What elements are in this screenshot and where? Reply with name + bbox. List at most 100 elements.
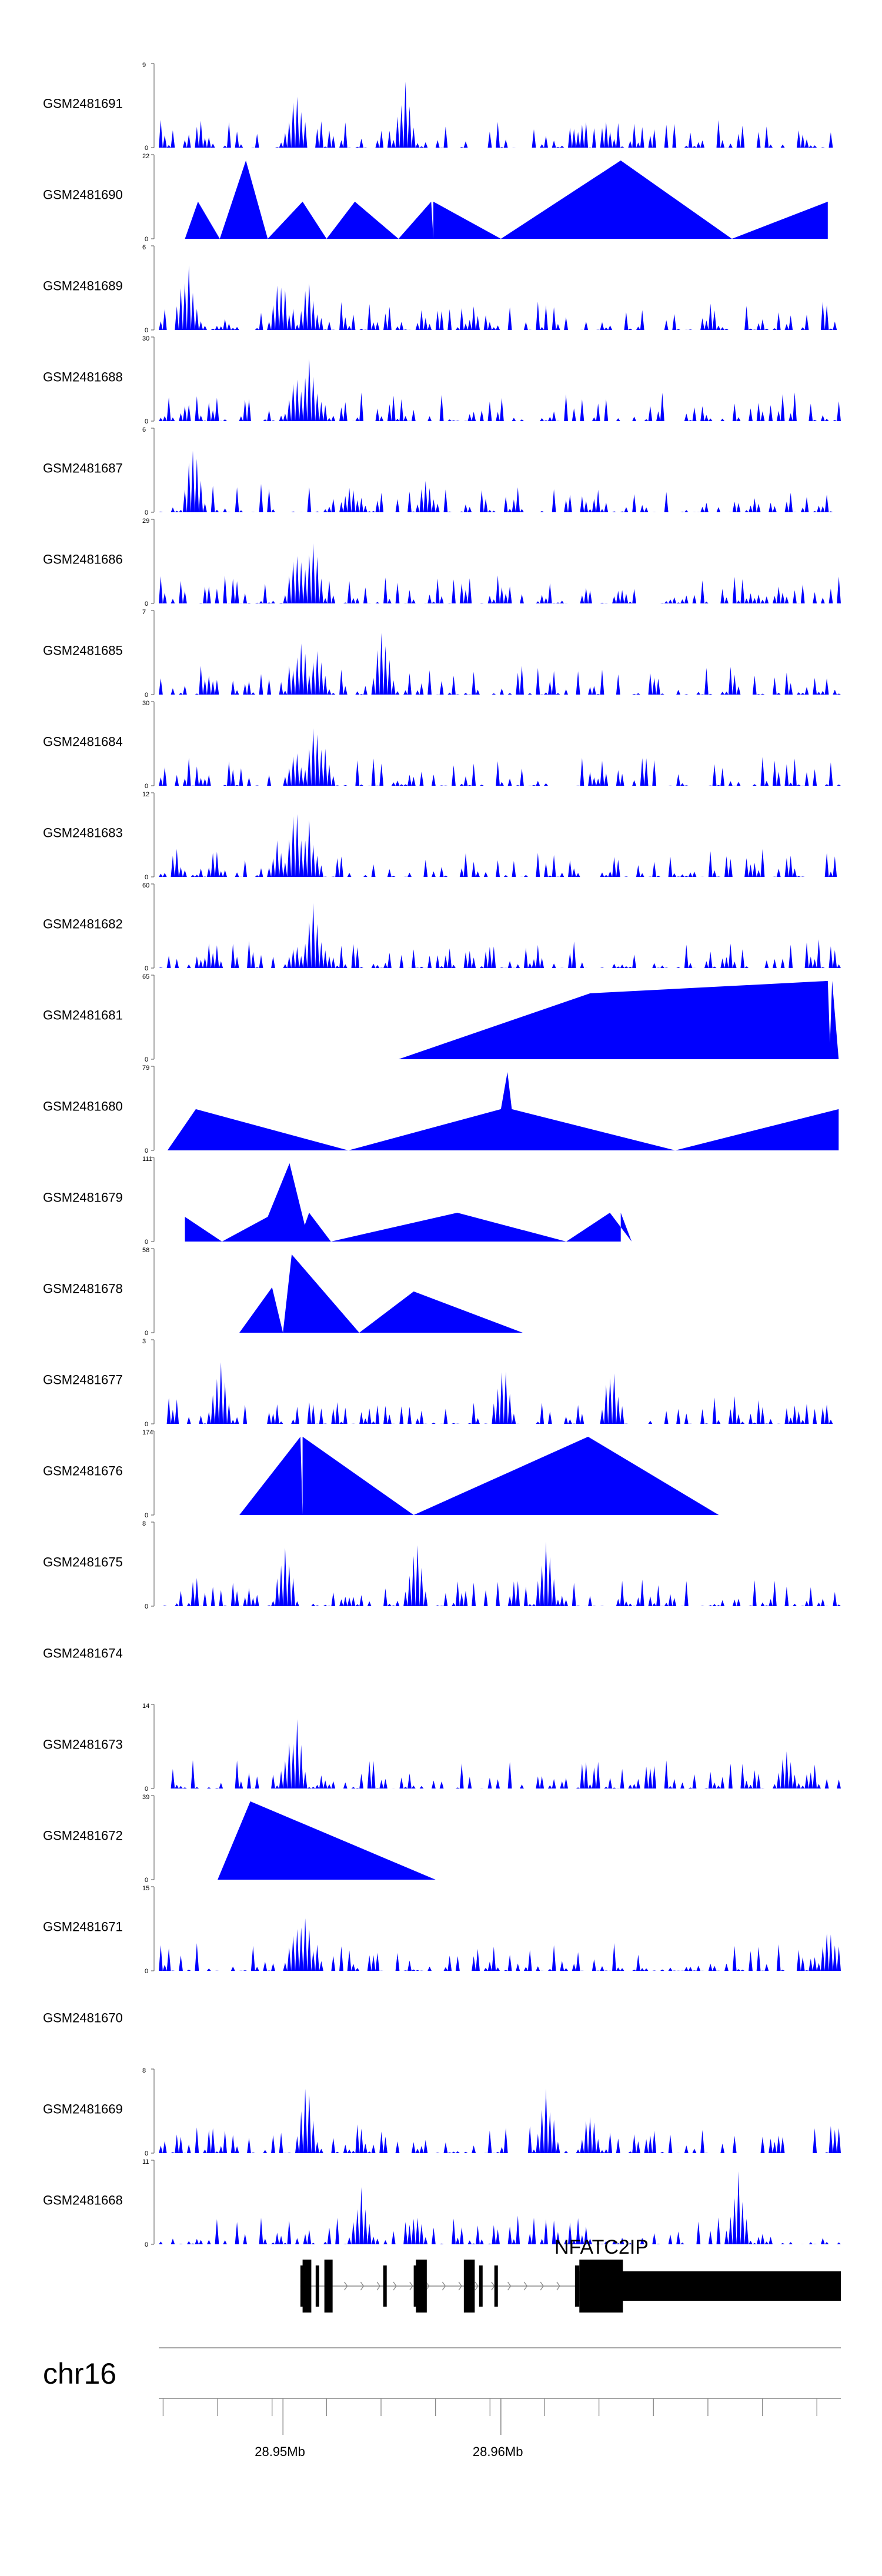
strand-arrow-icon xyxy=(344,2281,348,2291)
track-GSM2481668: GSM2481668 11 0 xyxy=(43,2158,841,2248)
axis-tick-label: 28.96Mb xyxy=(473,2444,523,2459)
track-label: GSM2481673 xyxy=(43,1737,123,1752)
track-label: GSM2481679 xyxy=(43,1190,123,1205)
exon xyxy=(302,2260,312,2313)
coverage-area xyxy=(159,1362,841,1424)
y-tick-label-zero: 0 xyxy=(145,1239,148,1246)
coverage-area xyxy=(159,265,841,330)
coverage-area xyxy=(159,633,841,695)
y-tick-label-zero: 0 xyxy=(145,874,148,881)
exon xyxy=(413,2265,417,2307)
exon-3prime-utr xyxy=(579,2271,841,2301)
track-GSM2481689: GSM2481689 6 0 xyxy=(43,244,841,334)
track-GSM2481681: GSM2481681 65 0 xyxy=(43,973,839,1063)
y-tick-label-zero: 0 xyxy=(145,1147,148,1154)
exon xyxy=(383,2265,387,2307)
track-label: GSM2481676 xyxy=(43,1464,123,1479)
exon xyxy=(300,2265,304,2307)
coverage-area xyxy=(159,451,841,512)
strand-arrow-icon xyxy=(409,2281,413,2291)
coverage-area xyxy=(167,1072,839,1150)
track-label: GSM2481678 xyxy=(43,1282,123,1296)
y-tick-label-max: 11 xyxy=(142,2158,149,2165)
gene-model-track: NFATC2IP xyxy=(300,2236,841,2313)
coverage-area xyxy=(159,1719,841,1788)
track-label: GSM2481684 xyxy=(43,735,123,749)
y-tick-label-max: 29 xyxy=(142,518,149,525)
track-label: GSM2481681 xyxy=(43,1008,123,1023)
y-tick-label-max: 39 xyxy=(142,1794,149,1801)
y-tick-label-zero: 0 xyxy=(145,1786,148,1793)
track-label: GSM2481680 xyxy=(43,1099,123,1114)
coverage-area xyxy=(185,160,828,239)
track-GSM2481676: GSM2481676 174 0 xyxy=(43,1429,719,1519)
chromosome-label: chr16 xyxy=(43,2357,116,2390)
track-GSM2481669: GSM2481669 8 0 xyxy=(43,2067,841,2157)
track-GSM2481684: GSM2481684 30 0 xyxy=(43,700,841,790)
track-GSM2481683: GSM2481683 12 0 xyxy=(43,791,841,881)
track-GSM2481687: GSM2481687 6 0 xyxy=(43,426,841,516)
exon xyxy=(574,2265,580,2307)
coverage-area xyxy=(159,543,841,603)
y-tick-label-zero: 0 xyxy=(145,1056,148,1063)
track-GSM2481690: GSM2481690 22 0 xyxy=(43,153,828,243)
y-tick-label-max: 3 xyxy=(142,1338,146,1345)
track-label: GSM2481688 xyxy=(43,370,123,385)
y-tick-label-max: 8 xyxy=(142,1520,146,1527)
strand-arrow-icon xyxy=(540,2281,544,2291)
track-label: GSM2481674 xyxy=(43,1646,123,1661)
track-label: GSM2481691 xyxy=(43,96,123,111)
y-tick-label-max: 15 xyxy=(142,1885,149,1892)
y-tick-label-zero: 0 xyxy=(145,2241,148,2248)
coverage-area xyxy=(398,980,839,1059)
track-label: GSM2481677 xyxy=(43,1373,123,1387)
y-tick-label-max: 60 xyxy=(142,882,149,889)
strand-arrow-icon xyxy=(393,2281,397,2291)
track-GSM2481685: GSM2481685 7 0 xyxy=(43,609,841,699)
strand-arrow-icon xyxy=(475,2281,479,2291)
y-tick-label-max: 65 xyxy=(142,973,149,980)
y-tick-label-zero: 0 xyxy=(145,1603,148,1610)
y-tick-label-zero: 0 xyxy=(145,509,148,516)
exon xyxy=(494,2265,498,2307)
gene-name-label: NFATC2IP xyxy=(554,2236,649,2258)
strand-arrow-icon xyxy=(376,2281,380,2291)
y-tick-label-zero: 0 xyxy=(145,236,148,243)
track-GSM2481673: GSM2481673 14 0 xyxy=(43,1703,841,1793)
y-tick-label-zero: 0 xyxy=(145,1877,148,1884)
exon xyxy=(324,2260,333,2313)
coverage-area xyxy=(159,728,841,786)
strand-arrow-icon xyxy=(523,2281,528,2291)
axis-tick-label: 28.95Mb xyxy=(255,2444,305,2459)
coverage-area xyxy=(159,903,841,968)
y-tick-label-max: 30 xyxy=(142,700,149,707)
y-tick-label-max: 7 xyxy=(142,609,146,616)
coverage-area xyxy=(185,1163,632,1242)
track-GSM2481679: GSM2481679 111 0 xyxy=(43,1156,632,1246)
track-GSM2481672: GSM2481672 39 0 xyxy=(43,1794,436,1884)
track-GSM2481670: GSM2481670 xyxy=(43,2011,123,2026)
exon xyxy=(315,2265,319,2307)
y-tick-label-max: 14 xyxy=(142,1703,149,1710)
track-label: GSM2481682 xyxy=(43,917,123,932)
track-GSM2481691: GSM2481691 9 0 xyxy=(43,62,841,152)
y-tick-label-zero: 0 xyxy=(145,783,148,790)
strand-arrow-icon xyxy=(426,2281,430,2291)
track-GSM2481680: GSM2481680 79 0 xyxy=(43,1065,839,1154)
track-GSM2481678: GSM2481678 58 0 xyxy=(43,1247,523,1337)
y-tick-label-max: 30 xyxy=(142,335,149,342)
y-tick-label-max: 8 xyxy=(142,2067,146,2074)
exon xyxy=(479,2265,483,2307)
coverage-area xyxy=(159,814,841,877)
coverage-area xyxy=(159,81,841,148)
track-GSM2481688: GSM2481688 30 0 xyxy=(43,335,841,425)
y-tick-label-zero: 0 xyxy=(145,1512,148,1519)
strand-arrow-icon xyxy=(442,2281,446,2291)
track-GSM2481682: GSM2481682 60 0 xyxy=(43,882,841,972)
track-label: GSM2481675 xyxy=(43,1555,123,1570)
y-tick-label-max: 174 xyxy=(142,1429,153,1436)
strand-arrow-icon xyxy=(360,2281,365,2291)
y-tick-label-max: 6 xyxy=(142,426,146,433)
track-label: GSM2481686 xyxy=(43,552,123,567)
